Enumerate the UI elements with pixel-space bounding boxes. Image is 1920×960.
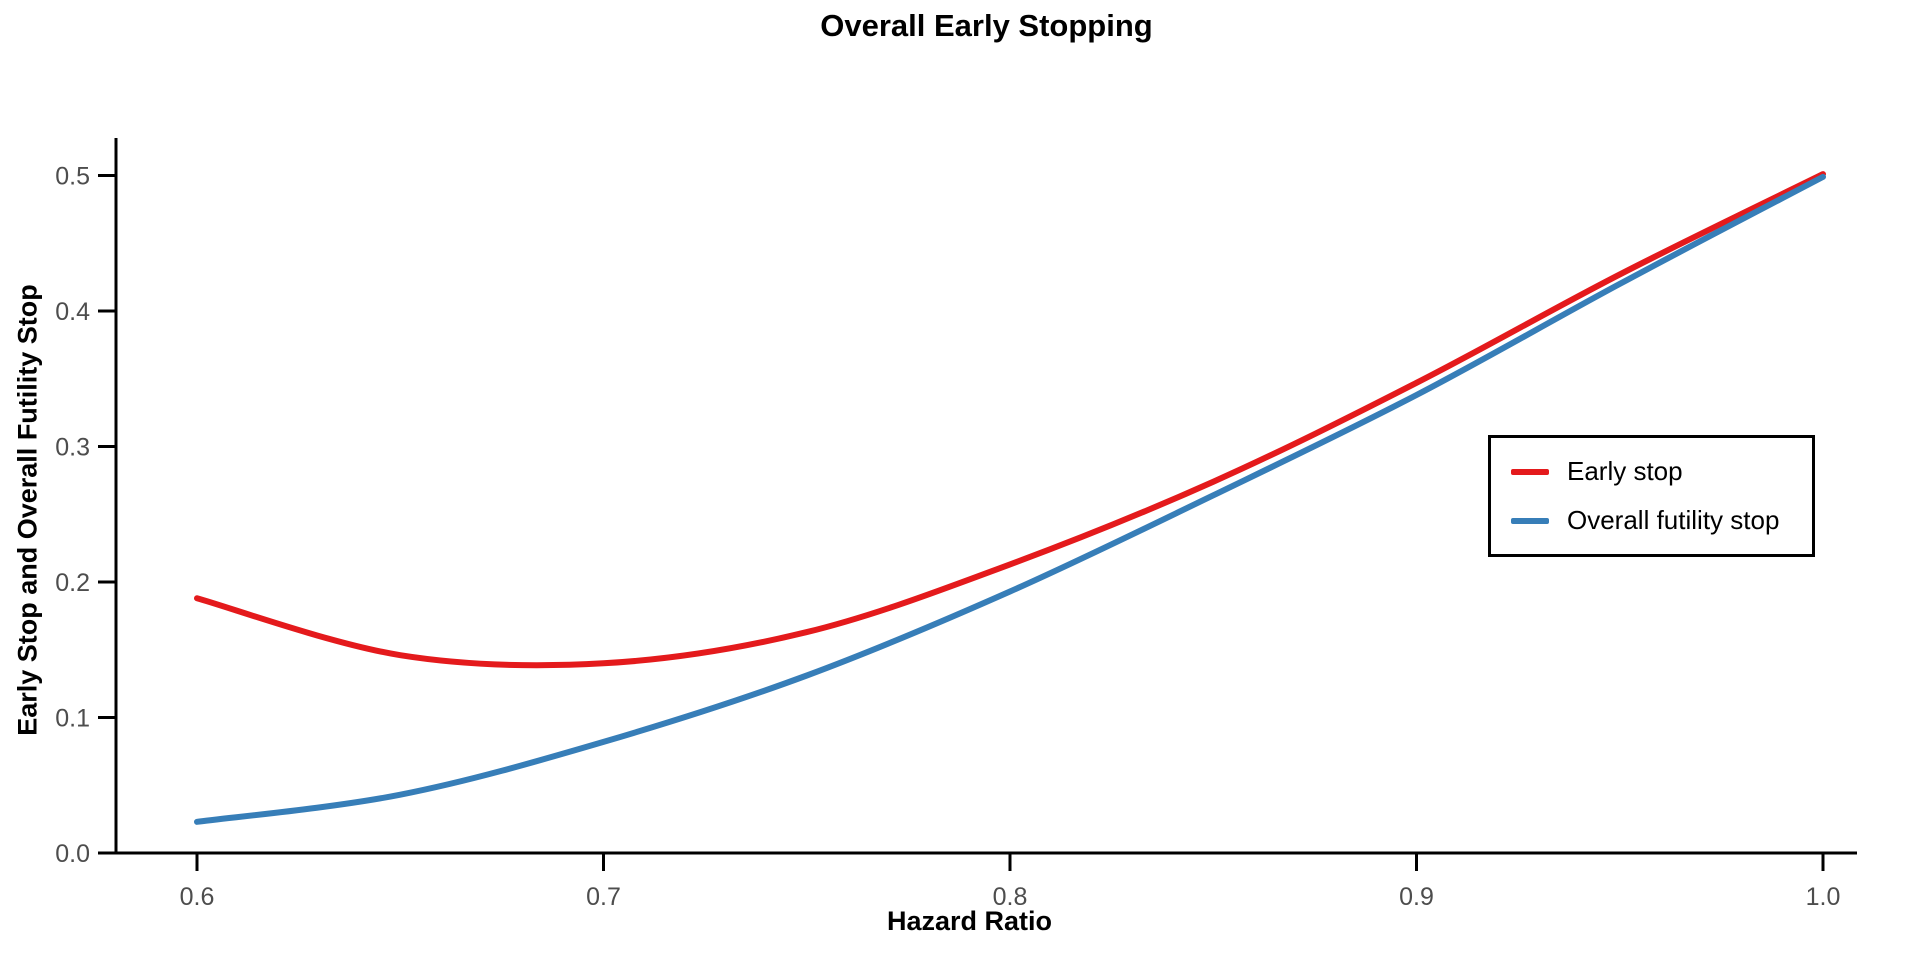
x-tick-label: 0.6 bbox=[180, 883, 215, 911]
y-tick-label: 0.1 bbox=[55, 705, 90, 733]
early-stop-line-swatch bbox=[1511, 468, 1549, 475]
legend-label-overall-futility-stop: Overall futility stop bbox=[1567, 505, 1780, 535]
y-tick-label: 0.4 bbox=[55, 298, 90, 326]
legend-item-early-stop: Early stop bbox=[1511, 456, 1812, 487]
legend-item-overall-futility-stop: Overall futility stop bbox=[1511, 505, 1812, 536]
legend: Early stop Overall futility stop bbox=[1488, 435, 1815, 557]
x-tick-label: 0.7 bbox=[586, 883, 621, 911]
chart-title: Overall Early Stopping bbox=[820, 8, 1153, 43]
early-stop-line bbox=[194, 171, 1826, 669]
x-tick-label: 0.8 bbox=[993, 883, 1028, 911]
x-tick-label: 0.9 bbox=[1399, 883, 1434, 911]
y-tick-label: 0.5 bbox=[55, 163, 90, 191]
y-tick-label: 0.0 bbox=[55, 840, 90, 868]
y-tick-label: 0.2 bbox=[55, 569, 90, 597]
x-tick-label: 1.0 bbox=[1806, 883, 1841, 911]
overall-futility-stop-line-swatch bbox=[1511, 517, 1549, 524]
legend-label-early-stop: Early stop bbox=[1567, 456, 1683, 486]
x-axis-title: Hazard Ratio bbox=[886, 906, 1053, 936]
overall-futility-stop-line bbox=[194, 173, 1826, 825]
y-tick-label: 0.3 bbox=[55, 434, 90, 462]
